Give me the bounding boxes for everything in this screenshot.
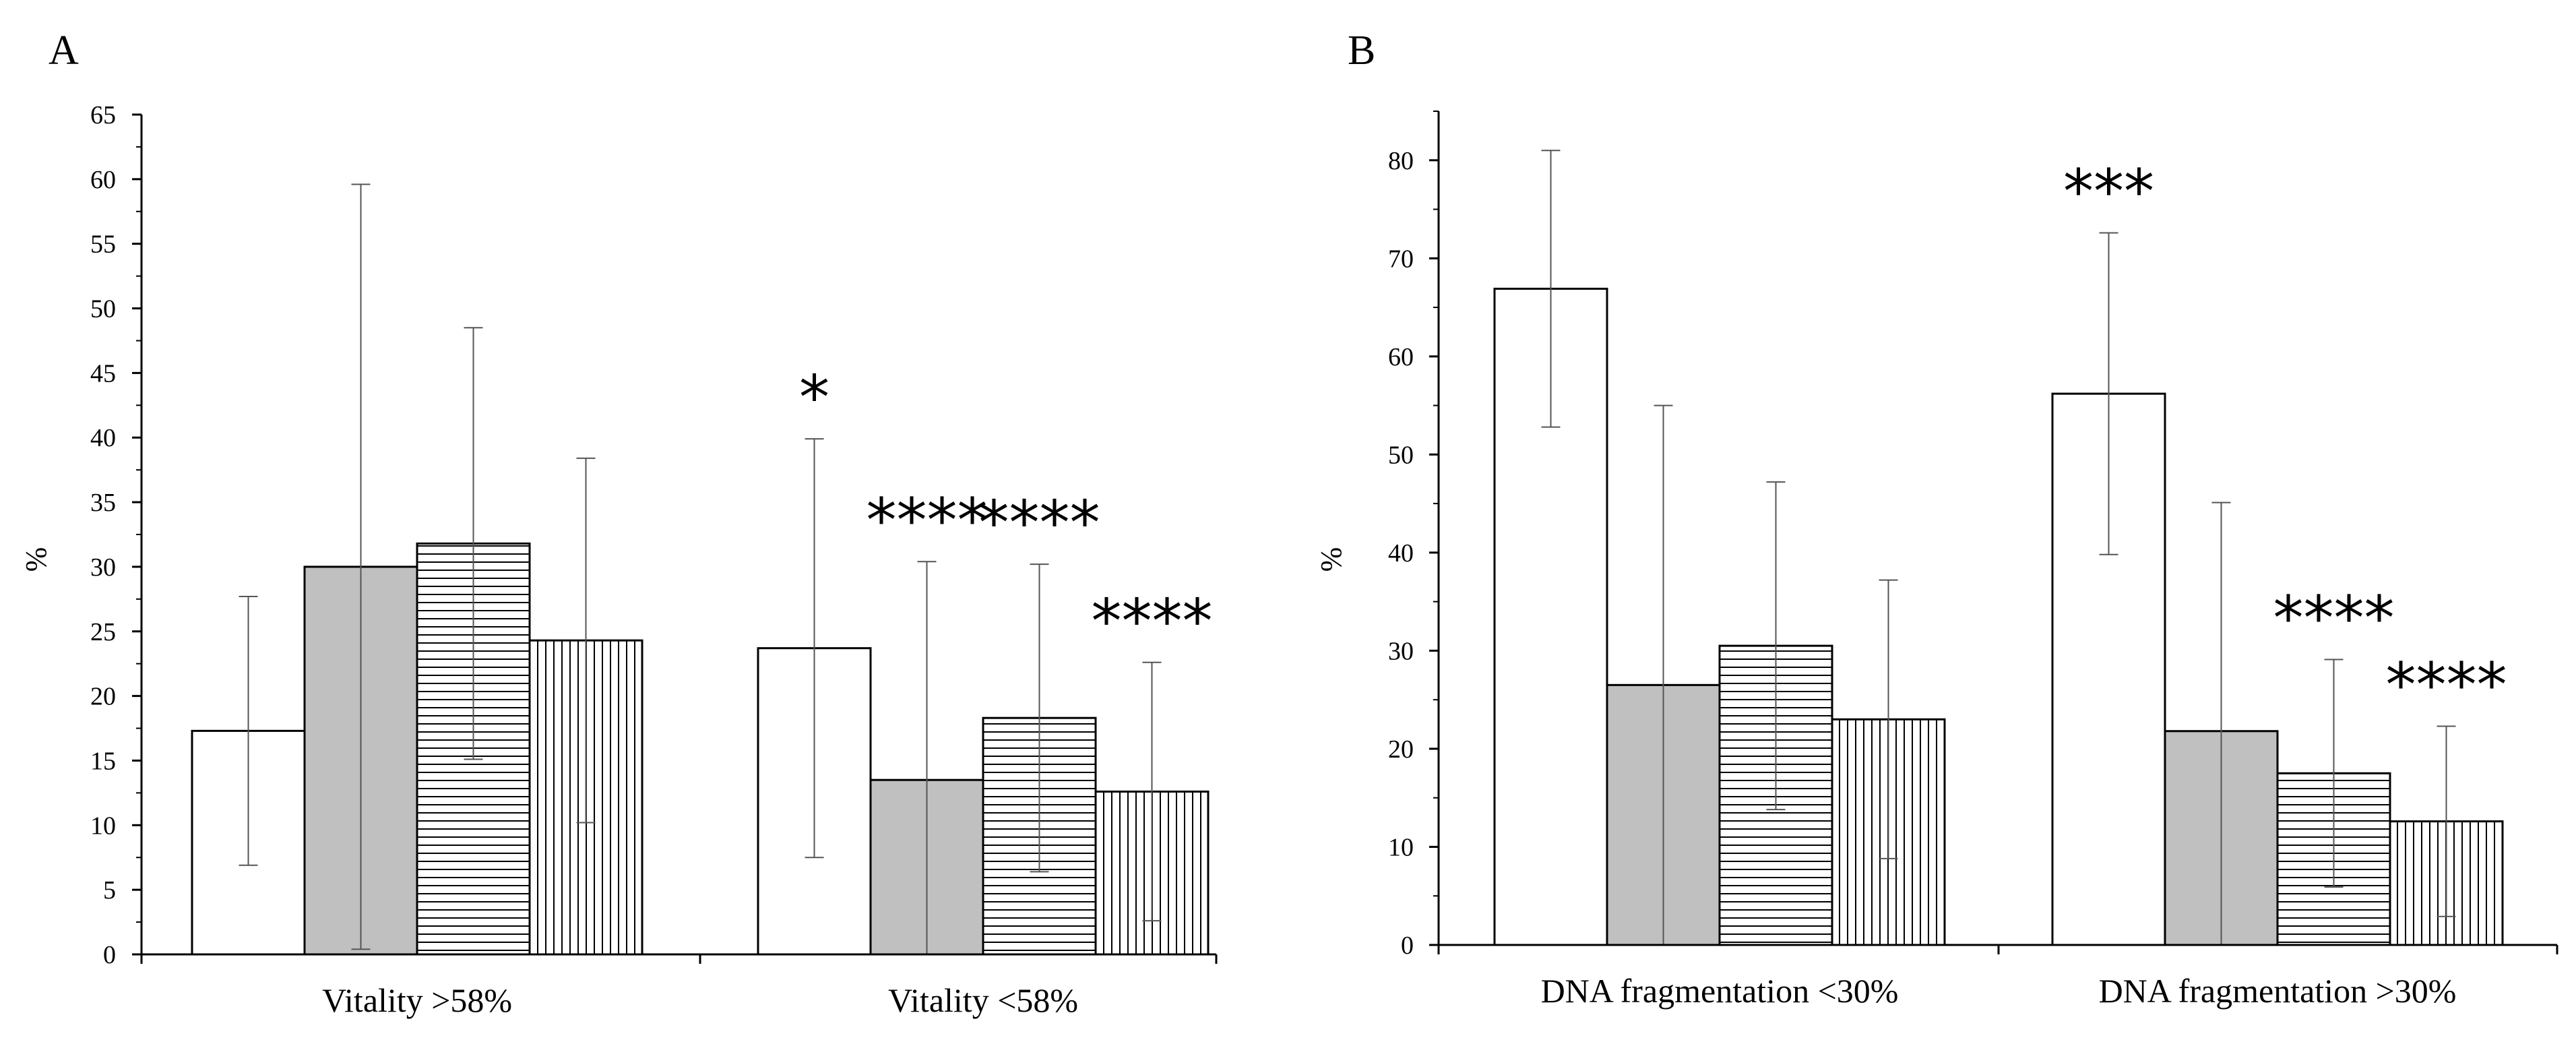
panel-a-y-tick-label: 50 <box>90 295 116 324</box>
panel-a-category-label: Vitality >58% <box>322 981 512 1019</box>
panel-b-y-tick-label: 50 <box>1388 441 1414 469</box>
panel-a-category-label: Vitality <58% <box>888 981 1078 1019</box>
panel-a-y-axis-label: % <box>20 547 53 572</box>
panel-a-y-tick-label: 20 <box>90 683 116 711</box>
panel-a-significance-marker: **** <box>979 488 1100 559</box>
panel-b-category-label: DNA fragmentation <30% <box>1541 972 1899 1010</box>
panel-a-y-tick-label: 30 <box>90 553 116 582</box>
panel-b-y-tick-label: 30 <box>1388 637 1414 665</box>
panel-b-y-tick-label: 70 <box>1388 245 1414 273</box>
panel-b-y-tick-label: 40 <box>1388 539 1414 568</box>
panel-b-significance-marker: **** <box>2273 584 2395 654</box>
panel-a-y-tick-label: 10 <box>90 811 116 840</box>
panel-a-y-tick-label: 5 <box>103 876 116 905</box>
panel-a-significance-marker: * <box>799 363 829 433</box>
panel-b-plot-area: 0 10 20 30 40 50 60 70 80 DNA fragmentation <30% D… <box>1388 111 2558 1010</box>
panel-a-significance-marker: **** <box>867 485 988 556</box>
panel-b-y-axis-label: % <box>1315 547 1348 572</box>
panel-a-plot-area: 0 5 10 15 20 25 30 35 40 45 50 55 60 65 Vitality >58% V… <box>90 101 1218 1019</box>
panel-a-y-tick-label: 0 <box>103 941 116 969</box>
panel-b: B % 0 10 20 30 40 50 60 70 80 DNA fragmentation <… <box>1315 28 2558 1010</box>
panel-a-significance-marker: **** <box>1092 586 1213 657</box>
panel-a-y-tick-label: 15 <box>90 747 116 775</box>
panel-b-y-tick-label: 0 <box>1401 931 1414 960</box>
panel-b-y-tick-label: 60 <box>1388 343 1414 371</box>
panel-b-label: B <box>1348 28 1375 73</box>
panel-b-significance-marker: **** <box>2386 650 2507 721</box>
panel-a-y-tick-label: 25 <box>90 618 116 646</box>
panel-b-category-label: DNA fragmentation >30% <box>2099 972 2457 1010</box>
panel-b-y-tick-label: 80 <box>1388 147 1414 175</box>
panel-a-y-tick-label: 60 <box>90 166 116 194</box>
panel-b-y-tick-label: 20 <box>1388 735 1414 764</box>
panel-b-y-tick-label: 10 <box>1388 833 1414 861</box>
panel-a-label: A <box>49 28 79 73</box>
panel-a: A % 0 5 10 15 20 25 30 35 40 45 50 55 60 65 Vitality >… <box>20 28 1218 1019</box>
panel-a-y-tick-label: 55 <box>90 231 116 259</box>
panel-a-y-tick-label: 45 <box>90 359 116 388</box>
panel-a-y-tick-label: 65 <box>90 101 116 129</box>
panel-b-significance-marker: *** <box>2063 156 2154 227</box>
panel-a-y-tick-label: 35 <box>90 489 116 517</box>
panel-a-y-tick-label: 40 <box>90 424 116 452</box>
